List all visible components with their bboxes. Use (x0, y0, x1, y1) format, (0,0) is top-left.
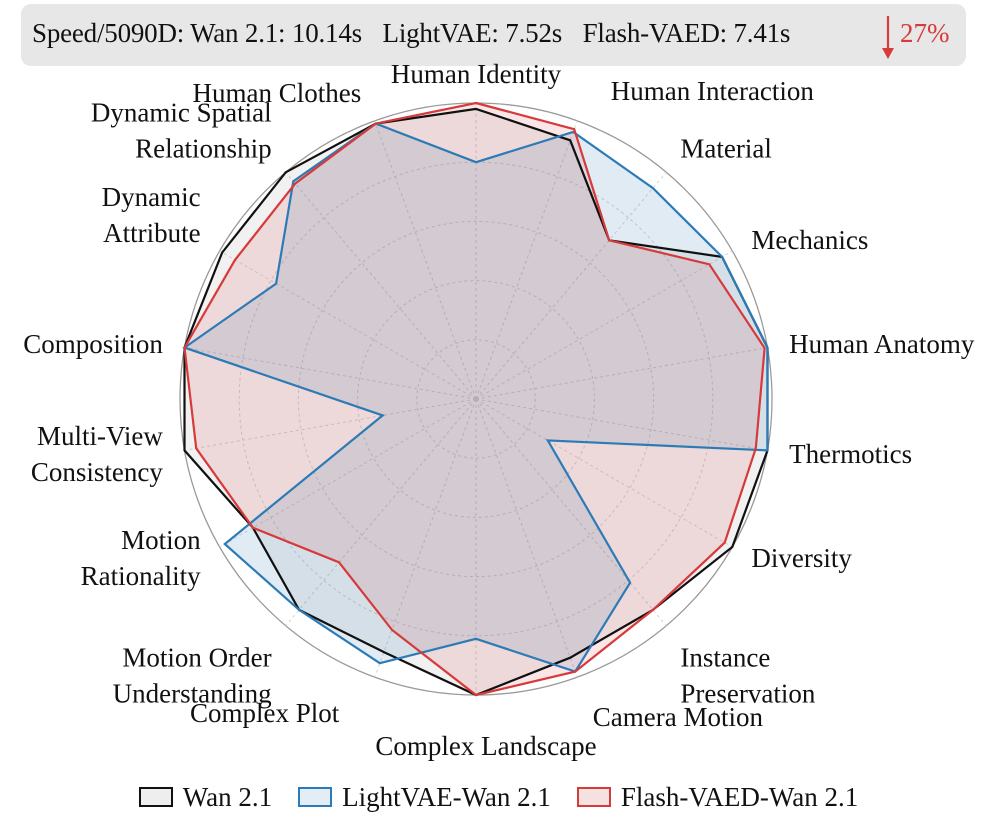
axis-label: Mechanics (751, 225, 868, 255)
radar-spoke (475, 398, 667, 627)
axis-label: Human Identity (391, 59, 562, 89)
axis-label: Motion Rationality (81, 525, 201, 591)
legend: Wan 2.1 LightVAE-Wan 2.1 Flash-VAED-Wan … (0, 778, 997, 816)
legend-swatch-flashvaed (576, 787, 611, 807)
speed-reduction-value: 27% (900, 18, 950, 48)
radar-spoke (219, 250, 477, 400)
radar-spoke (475, 398, 733, 548)
axis-label: Motion Order Understanding (113, 643, 272, 709)
radar-spoke (184, 398, 477, 451)
axis-label: Thermotics (789, 439, 912, 469)
axis-label: Human Interaction (611, 76, 815, 106)
legend-item-lightvae: LightVAE-Wan 2.1 (298, 778, 551, 816)
axis-label: Complex Landscape (375, 731, 596, 761)
speed-banner (21, 4, 966, 66)
radar-spoke (475, 250, 733, 400)
series-line-flash-vaed-wan-2-1 (183, 101, 766, 697)
axis-label: Material (680, 133, 771, 163)
radar-spoke (475, 120, 578, 400)
legend-label-lightvae: LightVAE-Wan 2.1 (342, 781, 551, 812)
radar-grid-ring (416, 339, 536, 459)
axis-label: Multi-View Consistency (31, 421, 163, 487)
series-area-flash-vaed-wan-2-1 (184, 103, 765, 695)
radar-spoke (475, 398, 578, 678)
speed-reduction: 27% (880, 14, 960, 60)
speed-wan: Speed/5090D: Wan 2.1: 10.14s (32, 18, 362, 48)
radar-spoke (374, 120, 477, 400)
axis-label: Camera Motion (593, 702, 764, 732)
radar-spoke (285, 398, 477, 627)
legend-swatch-lightvae (298, 787, 333, 807)
down-arrow-icon (882, 16, 894, 59)
radar-grid-ring (297, 220, 655, 578)
legend-label-flashvaed: Flash-VAED-Wan 2.1 (620, 781, 859, 812)
legend-swatch-wan (138, 787, 173, 807)
axis-label: Composition (23, 329, 163, 359)
radar-spoke (475, 171, 667, 400)
axis-label: Complex Plot (190, 698, 340, 728)
speed-flashvaed: Flash-VAED: 7.41s (582, 18, 791, 48)
axis-label: Dynamic Attribute (102, 182, 201, 248)
radar-spoke (475, 398, 768, 451)
speed-text: Speed/5090D: Wan 2.1: 10.14s LightVAE: 7… (32, 18, 790, 49)
axis-label: Instance Preservation (680, 643, 815, 709)
legend-label-wan: Wan 2.1 (182, 781, 273, 812)
series-area-wan-2-1 (184, 108, 768, 695)
axis-label: Diversity (751, 543, 852, 573)
legend-item-wan: Wan 2.1 (138, 778, 273, 816)
speed-lightvae: LightVAE: 7.52s (382, 18, 563, 48)
axis-label: Human Clothes (192, 78, 361, 108)
radar-spoke (285, 171, 477, 400)
radar-spoke (184, 347, 477, 400)
series-area-lightvae-wan-2-1 (184, 123, 768, 672)
radar-grid-ring (238, 161, 714, 637)
radar-spoke (219, 398, 477, 548)
axis-label: Dynamic Spatial Relationship (91, 97, 272, 163)
series-line-lightvae-wan-2-1 (182, 122, 769, 673)
radar-spoke (475, 347, 768, 400)
axis-label: Human Anatomy (789, 329, 975, 359)
radar-grid-ring (357, 280, 595, 518)
legend-item-flashvaed: Flash-VAED-Wan 2.1 (576, 778, 859, 816)
